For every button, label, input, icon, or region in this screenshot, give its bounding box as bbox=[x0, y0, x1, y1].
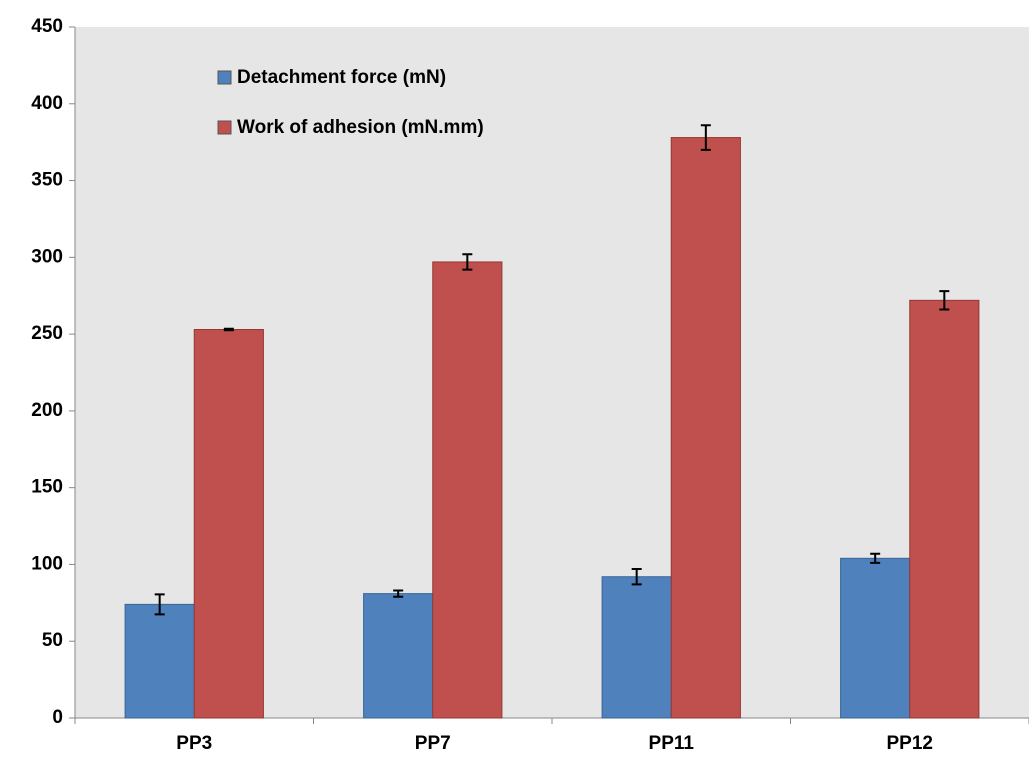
bar bbox=[193, 329, 264, 719]
error-bar bbox=[939, 290, 950, 311]
y-tick-label: 200 bbox=[31, 400, 63, 421]
bar bbox=[432, 261, 503, 719]
x-tick-label: PP11 bbox=[649, 733, 695, 754]
x-tick-label: PP3 bbox=[176, 733, 212, 754]
x-tick-label: PP7 bbox=[415, 733, 451, 754]
y-tick-label: 150 bbox=[31, 477, 63, 498]
error-bar bbox=[154, 593, 165, 616]
error-bar bbox=[700, 124, 711, 151]
bar bbox=[840, 557, 911, 719]
bar bbox=[363, 593, 434, 719]
legend-swatch bbox=[217, 70, 232, 85]
bar bbox=[124, 603, 195, 719]
error-bar bbox=[393, 589, 404, 598]
legend-label: Work of adhesion (mN.mm) bbox=[237, 117, 484, 138]
legend-label: Detachment force (mN) bbox=[237, 67, 446, 88]
y-tick-label: 350 bbox=[31, 170, 63, 191]
error-bar bbox=[631, 568, 642, 586]
y-tick-label: 300 bbox=[31, 246, 63, 267]
error-bar bbox=[462, 253, 473, 271]
error-bar bbox=[870, 552, 881, 564]
y-tick-label: 450 bbox=[31, 16, 63, 37]
y-tick-label: 0 bbox=[52, 707, 63, 728]
y-tick-label: 400 bbox=[31, 93, 63, 114]
bar bbox=[670, 137, 741, 719]
bar bbox=[909, 299, 980, 719]
y-tick-label: 100 bbox=[31, 553, 63, 574]
bar bbox=[601, 576, 672, 719]
legend-swatch bbox=[217, 120, 232, 135]
x-tick-label: PP12 bbox=[887, 733, 933, 754]
y-tick-label: 250 bbox=[31, 323, 63, 344]
error-bar bbox=[223, 327, 234, 332]
y-tick-label: 50 bbox=[42, 630, 63, 651]
